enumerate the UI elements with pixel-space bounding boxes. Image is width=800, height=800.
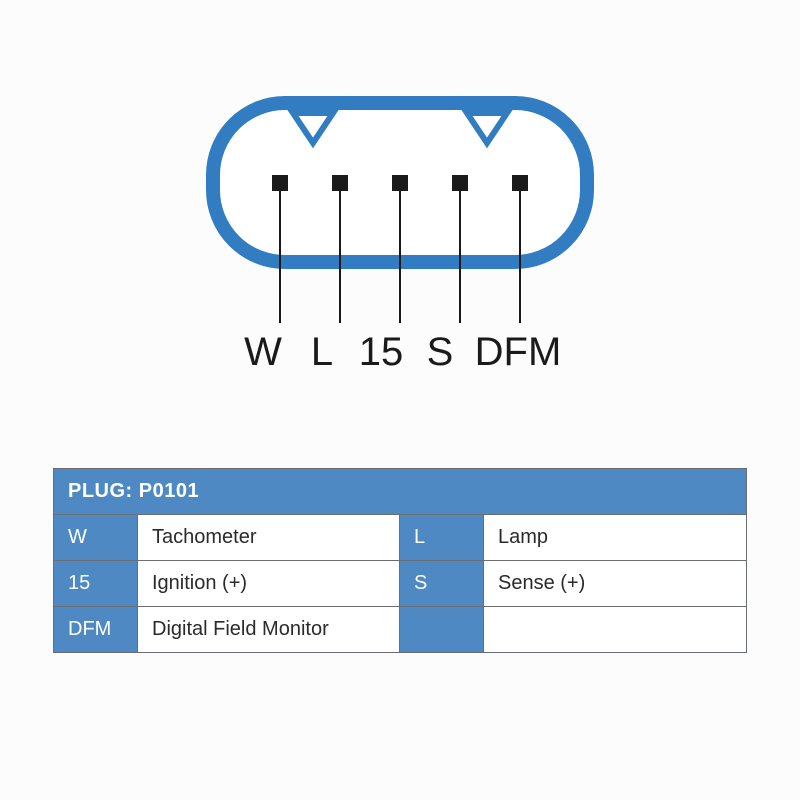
table-header-row: PLUG: P0101	[54, 469, 747, 515]
pinout-table: PLUG: P0101 W Tachometer L Lamp 15 Ignit…	[53, 468, 747, 653]
connector-diagram: W L 15 S DFM	[0, 0, 800, 460]
pinout-table-wrap: PLUG: P0101 W Tachometer L Lamp 15 Ignit…	[53, 468, 747, 653]
desc-cell: Sense (+)	[484, 561, 747, 607]
pin-5	[512, 175, 528, 191]
table-row: DFM Digital Field Monitor	[54, 607, 747, 653]
code-cell: S	[400, 561, 484, 607]
table-row: W Tachometer L Lamp	[54, 515, 747, 561]
pin-label-5: DFM	[468, 330, 568, 375]
code-cell: 15	[54, 561, 138, 607]
desc-cell: Lamp	[484, 515, 747, 561]
pin-label-3: 15	[350, 330, 412, 375]
code-cell: DFM	[54, 607, 138, 653]
table-row: 15 Ignition (+) S Sense (+)	[54, 561, 747, 607]
desc-cell: Ignition (+)	[138, 561, 400, 607]
desc-cell: Tachometer	[138, 515, 400, 561]
code-cell-empty	[400, 607, 484, 653]
desc-cell-empty	[484, 607, 747, 653]
pin-label-1: W	[232, 330, 294, 375]
pin-label-4: S	[412, 330, 468, 375]
code-cell: W	[54, 515, 138, 561]
pin-3	[392, 175, 408, 191]
desc-cell: Digital Field Monitor	[138, 607, 400, 653]
pin-1	[272, 175, 288, 191]
pin-label-2: L	[294, 330, 350, 375]
table-header: PLUG: P0101	[54, 469, 747, 515]
code-cell: L	[400, 515, 484, 561]
pin-labels-row: W L 15 S DFM	[0, 330, 800, 375]
pin-2	[332, 175, 348, 191]
pin-4	[452, 175, 468, 191]
connector-svg	[205, 95, 595, 335]
